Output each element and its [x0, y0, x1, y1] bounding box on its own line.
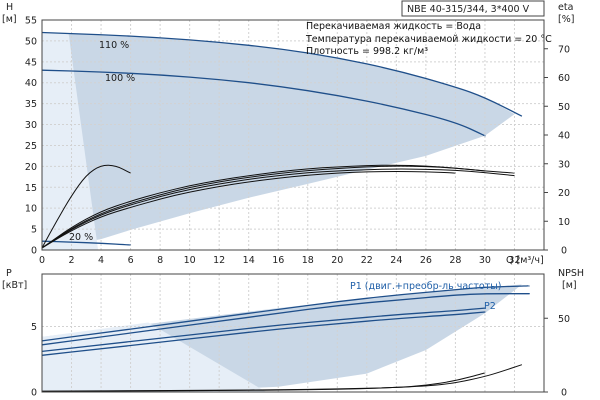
y-axis-label-head-symbol: H — [6, 2, 13, 13]
x-tick-label: 8 — [157, 255, 163, 266]
x-tick-label: 10 — [184, 255, 196, 266]
startup-region-fill — [42, 32, 99, 250]
y-tick-label-left: 25 — [25, 141, 37, 152]
x-tick-label: 0 — [39, 255, 45, 266]
series-line — [41, 285, 530, 342]
y-tick-label-right: 40 — [558, 131, 570, 142]
x-tick-label: 12 — [213, 255, 225, 266]
info-temperature: Температура перекачиваемой жидкости = 20… — [305, 34, 552, 45]
x-tick-label: 18 — [302, 255, 314, 266]
y-tick-label-right: 10 — [558, 217, 570, 228]
series-line — [41, 307, 486, 353]
y-tick-label-left: 15 — [25, 183, 37, 194]
operating-area-power — [42, 284, 522, 392]
series-group-power — [41, 285, 530, 392]
y-tick-label-left: 45 — [25, 57, 37, 68]
curve-label-p2: P2 — [484, 301, 496, 312]
y-tick-labels-npsh: 0 50 — [544, 314, 570, 399]
series-line — [41, 165, 515, 249]
y-tick-label-left: 5 — [31, 322, 37, 333]
series-line — [41, 293, 530, 346]
curve-label-110: 110 % — [99, 40, 129, 51]
x-tick-label: 4 — [98, 255, 104, 266]
y-tick-label-right: 20 — [558, 188, 570, 199]
y-tick-label-left: 10 — [25, 204, 37, 215]
x-tick-label: 22 — [361, 255, 373, 266]
y-tick-label-right: 50 — [558, 102, 570, 113]
y-tick-label-right: 70 — [558, 44, 570, 55]
startup-region-fill — [42, 322, 267, 392]
series-line — [41, 164, 486, 249]
y-tick-label-left: 5 — [31, 225, 37, 236]
y-tick-label-left: 50 — [25, 36, 37, 47]
series-line — [41, 311, 486, 356]
series-line — [41, 364, 523, 392]
head-efficiency-panel: 0 2 4 6 8 10 12 14 16 18 20 22 24 26 28 30 32 0510152025… — [2, 0, 574, 266]
y-tick-label-left: 20 — [25, 162, 37, 173]
x-tick-label: 16 — [272, 255, 284, 266]
power-npsh-panel: 05 050 P [кВт] NPSH [м] P1 (двиг.+преобр… — [2, 268, 584, 399]
y-axis-label-power-symbol: P — [6, 268, 12, 279]
series-line — [41, 31, 523, 117]
y-tick-label-right: 0 — [561, 388, 567, 399]
y-tick-label-right: 30 — [558, 159, 570, 170]
info-density: Плотность = 998.2 кг/м³ — [306, 46, 428, 57]
y-tick-label-left: 35 — [25, 99, 37, 110]
series-line — [41, 164, 131, 249]
series-line — [41, 240, 132, 246]
x-tick-label: 14 — [243, 255, 255, 266]
y-axis-label-eta-unit: [%] — [558, 14, 574, 25]
x-tick-label: 28 — [449, 255, 461, 266]
info-fluid: Перекачиваемая жидкость = Вода — [306, 21, 481, 32]
x-tick-label: 32 — [508, 255, 520, 266]
y-axis-label-npsh-unit: [м] — [562, 280, 577, 291]
y-tick-label-left: 30 — [25, 120, 37, 131]
x-tick-label: 26 — [420, 255, 432, 266]
y-tick-label-right: 60 — [558, 73, 570, 84]
y-axis-label-head-unit: [м] — [2, 14, 17, 25]
x-tick-label: 30 — [479, 255, 491, 266]
series-line — [41, 171, 456, 249]
y-tick-labels-eta: 0 10 20 30 40 50 60 70 — [544, 44, 570, 257]
y-tick-label-left: 55 — [25, 16, 37, 27]
x-tick-label: 6 — [128, 255, 134, 266]
x-tick-label: 24 — [390, 255, 402, 266]
series-line — [41, 69, 486, 137]
y-tick-label-left: 40 — [25, 78, 37, 89]
curve-label-100: 100 % — [105, 73, 135, 84]
curve-label-p1: P1 (двиг.+преобр-ль частоты) — [350, 281, 501, 292]
y-tick-labels-head: 0 5 10 15 20 25 30 35 40 45 50 55 — [25, 16, 37, 257]
y-axis-label-eta-symbol: eta — [558, 2, 573, 13]
y-tick-label-right: 50 — [558, 314, 570, 325]
y-axis-label-npsh-symbol: NPSH — [558, 268, 584, 279]
model-title-box — [401, 0, 545, 17]
x-tick-label: 2 — [69, 255, 75, 266]
x-tick-label: 20 — [331, 255, 343, 266]
plot-frame-power — [41, 273, 545, 393]
chart-title: NBE 40-315/344, 3*400 V — [407, 4, 530, 15]
y-tick-labels-power: 05 — [31, 322, 37, 399]
y-tick-label-left: 0 — [31, 246, 37, 257]
x-tick-labels: 0 2 4 6 8 10 12 14 16 18 20 22 24 26 28 30 32 — [39, 255, 521, 266]
x-axis-label: Q [м³/ч] — [506, 255, 544, 266]
series-line — [41, 168, 515, 249]
y-axis-label-power-unit: [кВт] — [2, 280, 27, 291]
curve-label-20: 20 % — [69, 232, 93, 243]
series-group-head — [41, 31, 523, 249]
y-tick-label-left: 0 — [31, 388, 37, 399]
y-tick-label-right: 0 — [561, 246, 567, 257]
